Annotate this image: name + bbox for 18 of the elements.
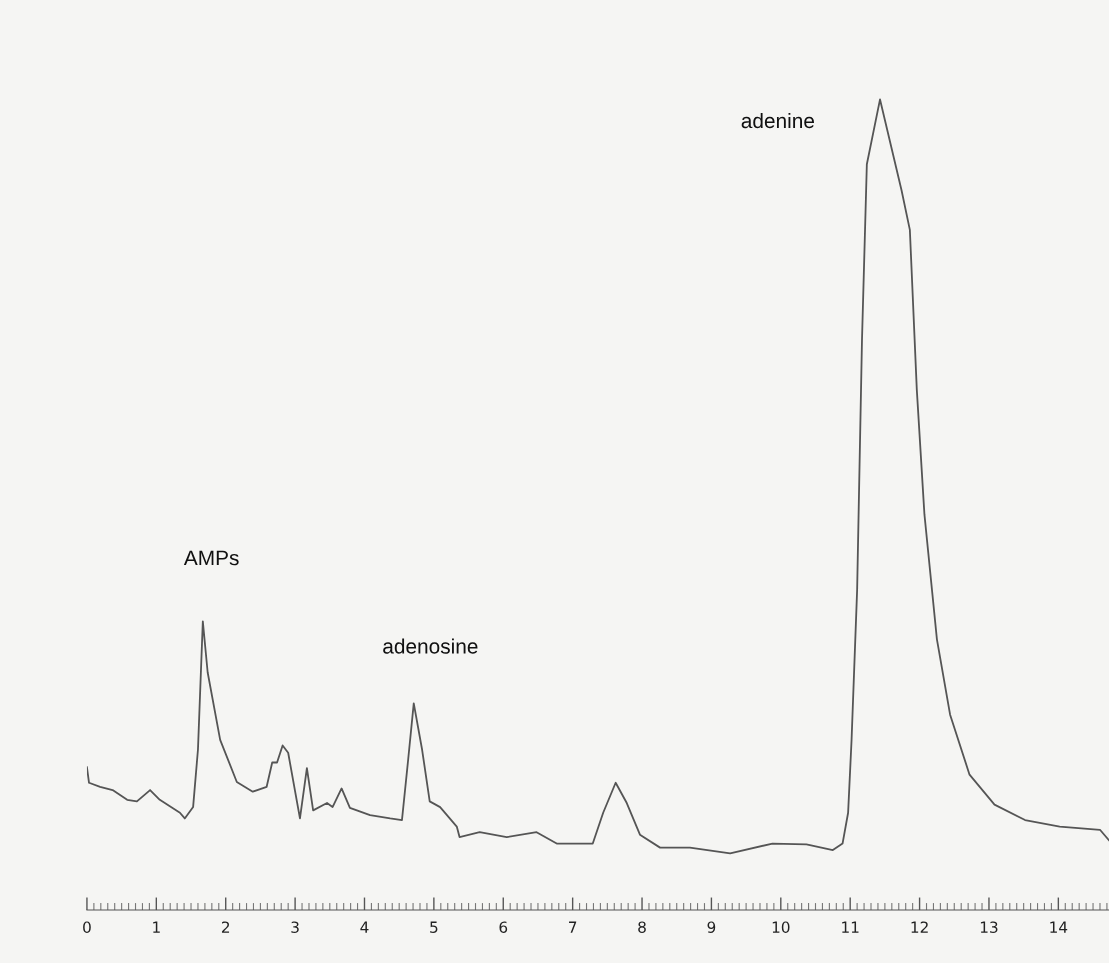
- x-tick-label: 10: [772, 921, 790, 933]
- x-tick-label: 6: [499, 921, 508, 933]
- annotation: adenine: [741, 112, 815, 129]
- x-tick-label: 9: [707, 921, 716, 933]
- annotation: adenosine: [383, 638, 478, 654]
- x-tick-label: 2: [221, 921, 230, 933]
- x-tick-label: 4: [360, 921, 369, 933]
- x-tick-label: 1: [153, 921, 160, 933]
- x-tick-label: 13: [980, 921, 998, 933]
- x-tick-label: 3: [291, 921, 299, 933]
- x-tick-label: 14: [1050, 921, 1068, 933]
- x-tick-label: 12: [911, 921, 928, 933]
- x-tick-label: 11: [842, 921, 859, 933]
- annotation: AMPs: [183, 550, 239, 566]
- x-tick-label: 7: [569, 921, 577, 933]
- x-tick-label: 8: [638, 921, 646, 933]
- x-tick-label: 5: [430, 921, 438, 933]
- x-tick-label: 0: [83, 921, 91, 933]
